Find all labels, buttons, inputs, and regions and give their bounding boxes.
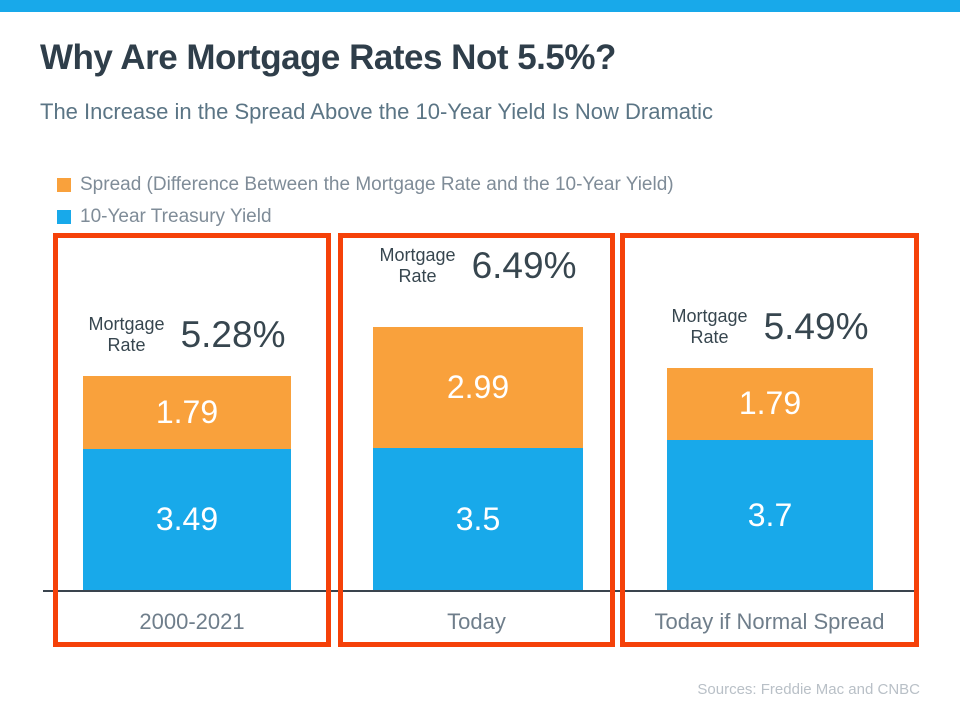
mortgage-rate-label-line1: Mortgage <box>88 314 165 335</box>
bar-value-spread: 1.79 <box>738 385 802 422</box>
bar-segment-spread: 1.79 <box>83 376 291 449</box>
legend-item-treasury-yield: 10-Year Treasury Yield <box>57 206 674 228</box>
highlight-box-2000-2021 <box>53 233 331 647</box>
bar-value-yield: 3.5 <box>455 500 501 537</box>
category-label: Today if Normal Spread <box>654 609 885 634</box>
mortgage-rate-label-line2: Rate <box>107 335 146 356</box>
x-axis-line <box>43 590 914 592</box>
highlight-box-today <box>338 233 615 647</box>
bar-value-yield: 3.7 <box>747 496 793 533</box>
legend-label-spread: Spread (Difference Between the Mortgage … <box>80 174 674 195</box>
mortgage-rate-label: Mortgage Rate <box>380 245 456 287</box>
bar-2000-2021: 1.79 3.49 <box>83 376 291 590</box>
bar-segment-yield: 3.5 <box>373 448 583 590</box>
bar-segment-yield: 3.49 <box>83 448 291 590</box>
bar-today: 2.99 3.5 <box>373 327 583 590</box>
bar-value-spread: 1.79 <box>155 393 219 430</box>
mortgage-rate-label-line1: Mortgage <box>671 305 748 326</box>
bar-segment-spread: 1.79 <box>667 367 873 441</box>
page-subtitle: The Increase in the Spread Above the 10-… <box>40 99 714 124</box>
bar-today-if-normal-spread: 1.79 3.7 <box>667 367 873 590</box>
mortgage-rate-label: Mortgage Rate <box>672 306 748 348</box>
bar-value-spread: 2.99 <box>446 369 510 406</box>
mortgage-rate-label: Mortgage Rate <box>89 314 165 356</box>
mortgage-rate-annotation: Mortgage Rate 6.49% <box>373 245 583 287</box>
mortgage-rate-annotation: Mortgage Rate 5.28% <box>83 314 291 356</box>
legend-swatch-spread-icon <box>57 178 71 192</box>
mortgage-rate-value: 5.49% <box>763 305 869 347</box>
mortgage-rate-label-line2: Rate <box>398 266 437 287</box>
chart-legend: Spread (Difference Between the Mortgage … <box>57 174 674 228</box>
bar-segment-spread: 2.99 <box>373 327 583 449</box>
legend-item-spread: Spread (Difference Between the Mortgage … <box>57 174 674 196</box>
mortgage-rate-value: 5.28% <box>180 314 286 356</box>
page-title: Why Are Mortgage Rates Not 5.5%? <box>40 38 616 77</box>
mortgage-rate-annotation: Mortgage Rate 5.49% <box>667 306 873 348</box>
category-label: 2000-2021 <box>139 609 245 634</box>
category-label: Today <box>447 609 506 634</box>
legend-swatch-treasury-yield-icon <box>57 210 71 224</box>
sources-credit: Sources: Freddie Mac and CNBC <box>697 681 920 698</box>
mortgage-rate-value: 6.49% <box>471 245 577 287</box>
top-accent-bar <box>0 0 960 12</box>
bar-segment-yield: 3.7 <box>667 440 873 590</box>
mortgage-rate-label-line2: Rate <box>690 326 729 347</box>
mortgage-rate-label-line1: Mortgage <box>379 245 456 266</box>
bar-value-yield: 3.49 <box>155 500 219 537</box>
highlight-box-today-if-normal-spread <box>620 233 919 647</box>
legend-label-treasury-yield: 10-Year Treasury Yield <box>80 206 272 227</box>
